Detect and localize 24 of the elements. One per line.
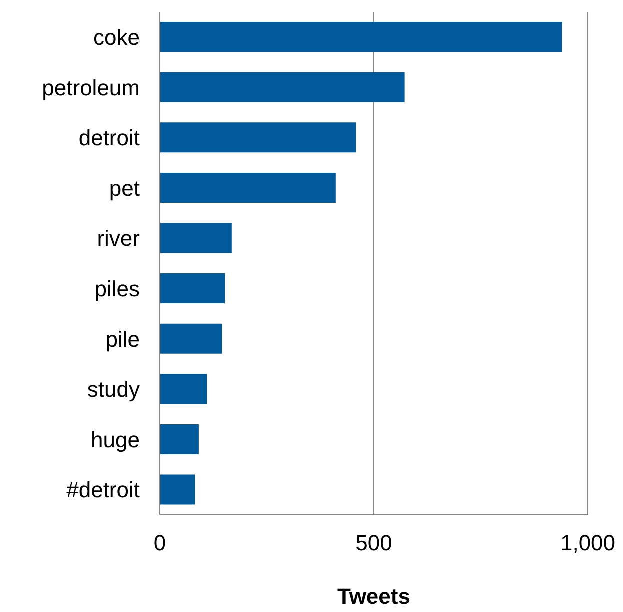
y-tick-label: #detroit	[66, 478, 140, 503]
y-tick-label: piles	[94, 276, 140, 302]
x-axis-title: Tweets	[338, 584, 410, 609]
y-tick-label: river	[97, 226, 140, 252]
x-tick-label: 0	[154, 530, 166, 556]
y-tick-label: pile	[106, 326, 140, 352]
bar	[160, 274, 226, 304]
y-tick-label: coke	[94, 24, 140, 50]
bar	[160, 374, 208, 404]
bar	[160, 424, 199, 454]
y-tick-label: pet	[109, 176, 140, 201]
bar	[160, 22, 562, 52]
bar	[160, 172, 336, 203]
y-tick-label: petroleum	[42, 75, 140, 100]
bar	[160, 72, 405, 102]
y-tick-label: study	[87, 377, 140, 402]
bar	[160, 223, 232, 254]
y-tick-label: detroit	[78, 126, 140, 151]
x-tick-label: 1,000	[560, 530, 616, 556]
bar	[160, 474, 196, 505]
y-tick-label: huge	[91, 427, 140, 452]
bar	[160, 324, 222, 354]
bar	[160, 122, 356, 153]
x-tick-label: 500	[356, 530, 392, 556]
